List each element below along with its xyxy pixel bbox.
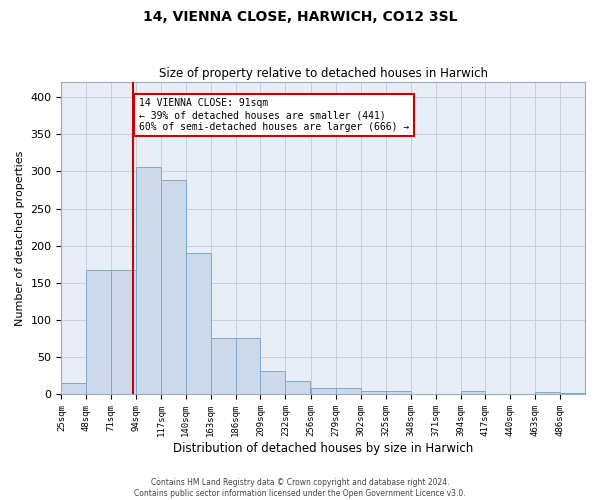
Bar <box>211 338 236 394</box>
Bar <box>161 180 186 394</box>
Bar <box>560 393 585 394</box>
Bar <box>311 388 336 394</box>
Y-axis label: Number of detached properties: Number of detached properties <box>15 150 25 326</box>
Bar <box>535 392 560 394</box>
Bar <box>86 270 111 394</box>
X-axis label: Distribution of detached houses by size in Harwich: Distribution of detached houses by size … <box>173 442 473 455</box>
Bar <box>236 338 260 394</box>
Text: 14 VIENNA CLOSE: 91sqm
← 39% of detached houses are smaller (441)
60% of semi-de: 14 VIENNA CLOSE: 91sqm ← 39% of detached… <box>139 98 410 132</box>
Bar <box>461 392 485 394</box>
Bar <box>260 370 286 394</box>
Bar <box>286 381 310 394</box>
Text: 14, VIENNA CLOSE, HARWICH, CO12 3SL: 14, VIENNA CLOSE, HARWICH, CO12 3SL <box>143 10 457 24</box>
Title: Size of property relative to detached houses in Harwich: Size of property relative to detached ho… <box>159 66 488 80</box>
Bar <box>361 391 386 394</box>
Bar <box>61 384 86 394</box>
Bar <box>186 253 211 394</box>
Bar <box>336 388 361 394</box>
Bar <box>111 270 136 394</box>
Bar <box>136 167 161 394</box>
Bar <box>386 391 411 394</box>
Text: Contains HM Land Registry data © Crown copyright and database right 2024.
Contai: Contains HM Land Registry data © Crown c… <box>134 478 466 498</box>
